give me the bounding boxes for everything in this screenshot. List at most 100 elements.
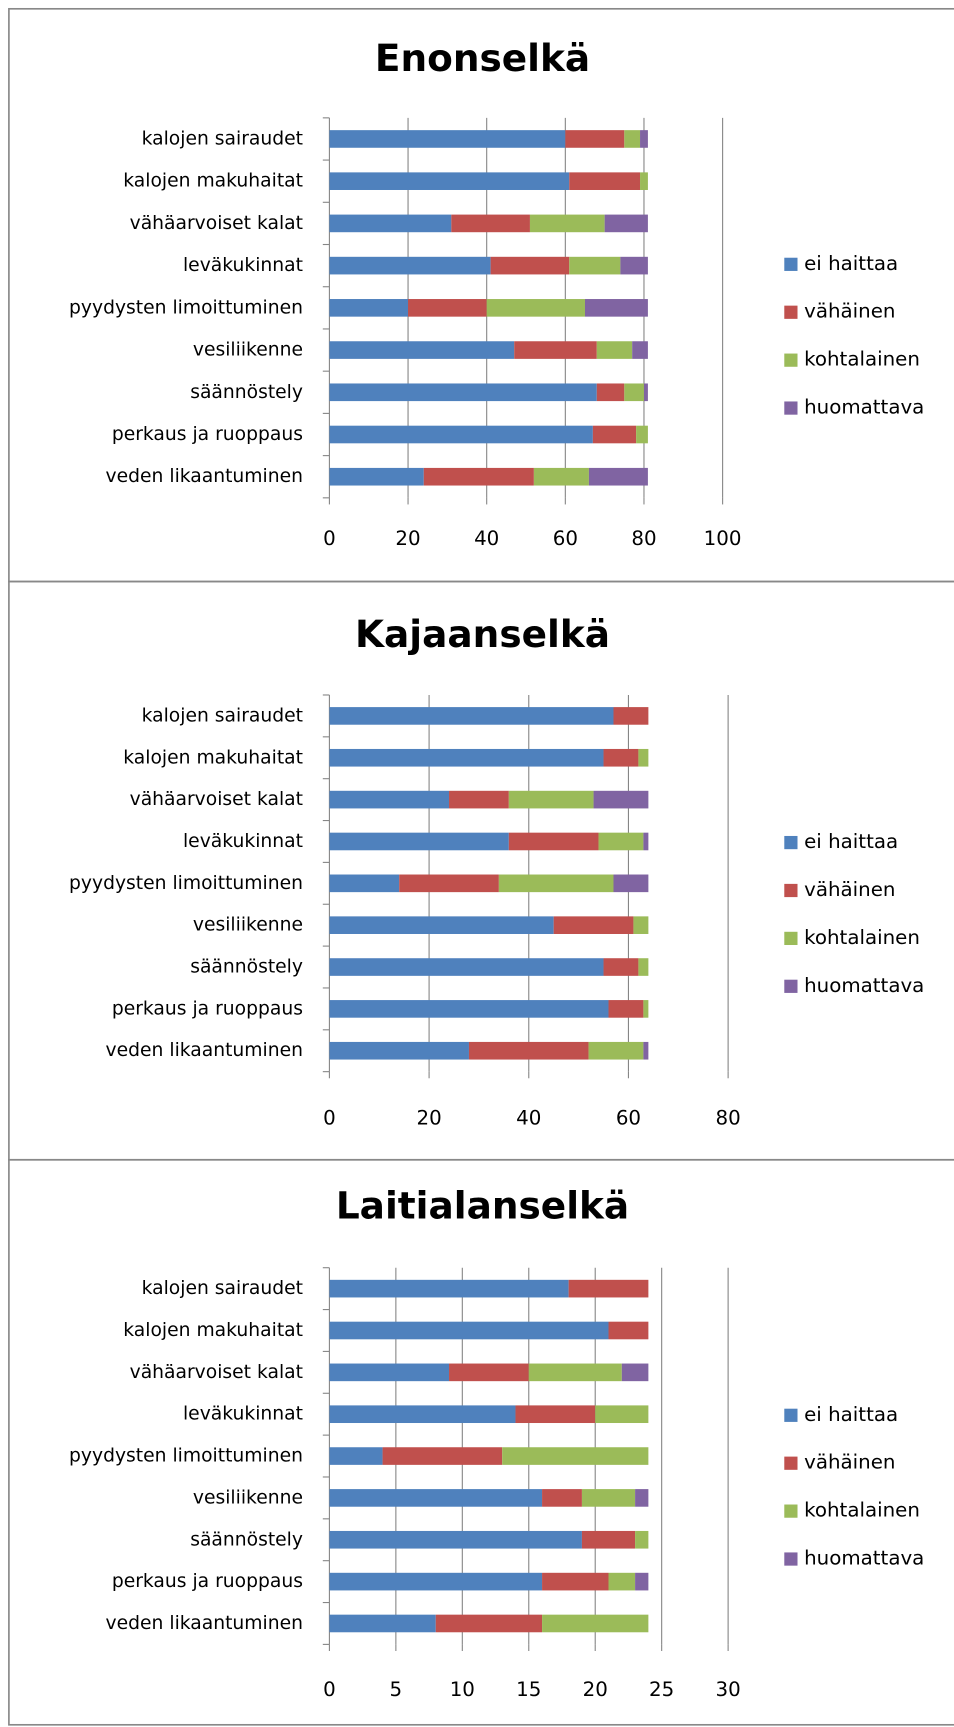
bar-segment <box>329 1321 609 1340</box>
bar-segment <box>329 1000 609 1018</box>
bar-segment <box>638 748 649 767</box>
legend-swatch <box>784 305 798 319</box>
x-tick-label: 60 <box>553 527 578 550</box>
y-tick-label: veden likaantuminen <box>106 1040 303 1061</box>
bar-segment <box>643 1000 649 1018</box>
bar-segment <box>329 130 566 148</box>
panel <box>8 1158 954 1726</box>
legend-label: kohtalainen <box>804 926 920 949</box>
y-tick-label: vesiliikenne <box>193 915 303 936</box>
bar-segment <box>553 916 634 934</box>
bar-segment <box>584 299 648 317</box>
bar-segment <box>592 425 637 444</box>
bar-segment <box>640 130 648 148</box>
bar-segment <box>329 299 409 317</box>
bar-segment <box>329 1041 469 1060</box>
y-tick-label: kalojen sairaudet <box>142 128 303 149</box>
bar-segment <box>596 341 633 359</box>
bar-segment <box>423 467 534 486</box>
bar-segment <box>514 341 597 359</box>
bar-segment <box>638 958 649 976</box>
bar-segment <box>329 1363 450 1382</box>
bar-segment <box>624 383 644 402</box>
bar-segment <box>329 1405 516 1424</box>
y-tick-label: kalojen sairaudet <box>142 705 303 726</box>
bar-segment <box>515 1405 596 1424</box>
bar-segment <box>588 1041 644 1060</box>
bar-segment <box>635 1572 649 1591</box>
bar-segment <box>643 832 649 851</box>
y-tick-label: kalojen makuhaitat <box>123 1320 303 1341</box>
y-tick-label: veden likaantuminen <box>106 1613 303 1634</box>
bar-segment <box>603 748 639 767</box>
legend-swatch <box>784 979 798 993</box>
bar-segment <box>329 214 452 233</box>
bar-segment <box>569 256 621 275</box>
bar-segment <box>529 214 605 233</box>
bar-segment <box>624 130 641 148</box>
bar-segment <box>329 1614 436 1633</box>
x-tick-label: 40 <box>474 527 499 550</box>
legend-label: huomattava <box>804 974 924 997</box>
y-tick-label: perkaus ja ruoppaus <box>112 424 303 445</box>
x-tick-label: 20 <box>395 527 420 550</box>
legend-swatch <box>784 353 798 367</box>
bar-segment <box>329 467 424 486</box>
bar-segment <box>329 1572 543 1591</box>
y-tick-label: vesiliikenne <box>193 1487 303 1508</box>
x-tick-label: 10 <box>450 1678 475 1701</box>
bar-segment <box>593 790 649 809</box>
legend-label: ei haittaa <box>804 1403 898 1426</box>
bar-segment <box>608 1000 644 1018</box>
bar-segment <box>329 790 450 809</box>
bar-segment <box>533 467 589 486</box>
bar-segment <box>408 299 487 317</box>
y-tick-label: kalojen sairaudet <box>142 1278 303 1299</box>
bar-segment <box>620 256 648 275</box>
panel <box>8 7 954 583</box>
x-tick-label: 40 <box>516 1107 541 1130</box>
bar-segment <box>451 214 530 233</box>
bar-segment <box>329 1530 582 1549</box>
bar-segment <box>435 1614 543 1633</box>
bar-segment <box>486 299 585 317</box>
bar-segment <box>603 958 639 976</box>
legend-swatch <box>784 401 798 415</box>
bar-segment <box>621 1363 649 1382</box>
bar-segment <box>643 383 648 402</box>
bar-segment <box>449 1363 529 1382</box>
bar-segment <box>329 874 400 893</box>
bar-segment <box>613 707 649 725</box>
bar-segment <box>329 1447 383 1465</box>
bar-segment <box>329 383 597 402</box>
bar-segment <box>565 130 625 148</box>
y-tick-label: vähäarvoiset kalat <box>130 213 303 234</box>
bar-segment <box>329 748 604 767</box>
bar-segment <box>581 1489 636 1507</box>
bar-segment <box>542 1614 649 1633</box>
x-tick-label: 15 <box>516 1678 541 1701</box>
panel <box>8 580 954 1161</box>
bar-segment <box>596 383 625 402</box>
bar-segment <box>329 341 515 359</box>
legend-label: ei haittaa <box>804 252 898 275</box>
y-tick-label: leväkukinnat <box>183 1404 303 1425</box>
bar-segment <box>635 1489 649 1507</box>
x-tick-label: 100 <box>704 527 742 550</box>
bar-segment <box>498 874 614 893</box>
bar-segment <box>632 341 648 359</box>
bar-segment <box>542 1489 582 1507</box>
y-tick-label: leväkukinnat <box>183 831 303 852</box>
y-tick-label: vesiliikenne <box>193 340 303 361</box>
bar-segment <box>608 1572 636 1591</box>
bar-segment <box>329 1489 543 1507</box>
bar-segment <box>329 916 554 934</box>
bar-segment <box>588 467 648 486</box>
y-tick-label: vähäarvoiset kalat <box>130 789 303 810</box>
x-tick-label: 5 <box>390 1678 403 1701</box>
bar-segment <box>542 1572 609 1591</box>
bar-segment <box>581 1530 636 1549</box>
x-tick-label: 0 <box>323 1107 336 1130</box>
